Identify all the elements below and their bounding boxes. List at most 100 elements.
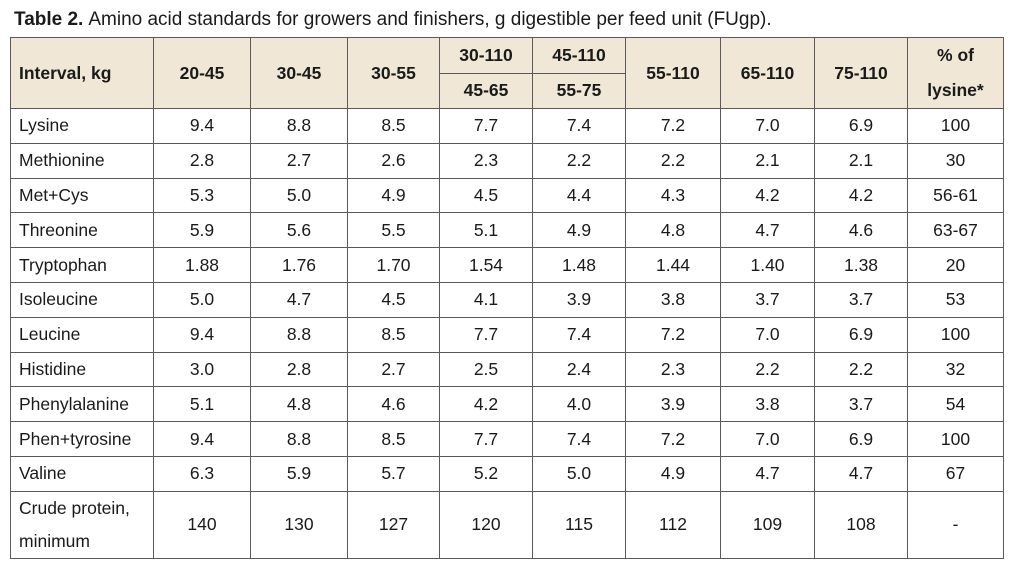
table-cell: 8.8 — [250, 316, 348, 353]
table-cell: 3.8 — [720, 386, 815, 423]
row-label: Histidine — [10, 351, 154, 388]
table-cell: 9.4 — [153, 316, 251, 353]
table-cell: 1.38 — [814, 247, 908, 283]
table-cell: 1.70 — [347, 247, 440, 283]
table-cell: 4.3 — [625, 177, 721, 214]
row-label: Phenylalanine — [10, 386, 154, 423]
table-cell: 4.8 — [625, 212, 721, 249]
table-row: Valine 6.3 5.9 5.7 5.2 5.0 4.9 4.7 4.7 6… — [10, 455, 1004, 492]
table-cell: 3.7 — [720, 281, 815, 318]
table-cell: 9.4 — [153, 108, 251, 144]
table-cell: 1.76 — [250, 247, 348, 283]
row-label: Leucine — [10, 316, 154, 353]
table-cell: 7.0 — [720, 316, 815, 353]
table-cell: 1.44 — [625, 247, 721, 283]
table-cell: 4.0 — [532, 386, 626, 423]
table-cell: 4.6 — [347, 386, 440, 423]
table-cell: 67 — [907, 455, 1004, 492]
table-cell: 2.7 — [347, 351, 440, 388]
table-cell: 100 — [907, 108, 1004, 144]
header-col-top: 45-110 — [532, 37, 626, 74]
table-cell: 7.0 — [720, 421, 815, 457]
table-cell: 5.3 — [153, 177, 251, 214]
table-cell: 6.9 — [814, 108, 908, 144]
table-cell: 8.8 — [250, 421, 348, 457]
table-cell: 115 — [532, 490, 626, 559]
header-col-bottom: 55-75 — [532, 72, 626, 109]
table-row: Histidine 3.0 2.8 2.7 2.5 2.4 2.3 2.2 2.… — [10, 351, 1004, 388]
table-cell: 7.4 — [532, 108, 626, 144]
table-cell: 5.0 — [250, 177, 348, 214]
header-pct-lysine: % of lysine* — [907, 37, 1004, 109]
table-cell: 56-61 — [907, 177, 1004, 214]
table-cell: 130 — [250, 490, 348, 559]
table-cell: 5.5 — [347, 212, 440, 249]
table-cell: 7.2 — [625, 108, 721, 144]
table-caption: Table 2. Amino acid standards for growers… — [14, 8, 772, 32]
table-cell: 2.1 — [720, 142, 815, 179]
table-cell: 1.40 — [720, 247, 815, 283]
table-cell: 2.7 — [250, 142, 348, 179]
table-cell: 5.0 — [153, 281, 251, 318]
table-cell: 120 — [439, 490, 533, 559]
table-cell: 5.1 — [439, 212, 533, 249]
table-cell: 6.9 — [814, 421, 908, 457]
table-cell: 2.3 — [625, 351, 721, 388]
table-cell: 2.1 — [814, 142, 908, 179]
header-col: 30-45 — [250, 37, 348, 109]
table-cell: 5.0 — [532, 455, 626, 492]
table-cell: 6.3 — [153, 455, 251, 492]
table-cell: 112 — [625, 490, 721, 559]
table-row: Tryptophan 1.88 1.76 1.70 1.54 1.48 1.44… — [10, 247, 1004, 283]
table-cell: 2.2 — [532, 142, 626, 179]
table-cell: 7.0 — [720, 108, 815, 144]
table-cell: 109 — [720, 490, 815, 559]
table-cell: 8.5 — [347, 316, 440, 353]
table-cell: 4.9 — [347, 177, 440, 214]
table-cell: 4.9 — [532, 212, 626, 249]
table-cell: 4.5 — [439, 177, 533, 214]
header-interval: Interval, kg — [10, 37, 154, 109]
table-cell: 2.3 — [439, 142, 533, 179]
table-cell: 3.9 — [532, 281, 626, 318]
table-cell: 7.2 — [625, 316, 721, 353]
table-cell: 9.4 — [153, 421, 251, 457]
table-cell: 2.5 — [439, 351, 533, 388]
table-row: Threonine 5.9 5.6 5.5 5.1 4.9 4.8 4.7 4.… — [10, 212, 1004, 249]
table-cell: 7.4 — [532, 421, 626, 457]
table-cell: 127 — [347, 490, 440, 559]
table-cell: 4.7 — [720, 455, 815, 492]
table-cell: 1.88 — [153, 247, 251, 283]
table-body: Lysine 9.4 8.8 8.5 7.7 7.4 7.2 7.0 6.9 1… — [10, 108, 1004, 559]
table-row: Lysine 9.4 8.8 8.5 7.7 7.4 7.2 7.0 6.9 1… — [10, 108, 1004, 144]
table-row: Crude protein, minimum 140 130 127 120 1… — [10, 490, 1004, 559]
header-col: 75-110 — [814, 37, 908, 109]
table-cell: 4.8 — [250, 386, 348, 423]
row-label: Isoleucine — [10, 281, 154, 318]
table-cell: 100 — [907, 421, 1004, 457]
table-cell: 4.2 — [720, 177, 815, 214]
table-cell: 7.7 — [439, 421, 533, 457]
table-cell: 6.9 — [814, 316, 908, 353]
row-label: Tryptophan — [10, 247, 154, 283]
table-cell: 20 — [907, 247, 1004, 283]
table-cell: 8.5 — [347, 108, 440, 144]
table-cell: 2.2 — [625, 142, 721, 179]
row-label: Met+Cys — [10, 177, 154, 214]
table-cell: 4.4 — [532, 177, 626, 214]
table-cell: 4.5 — [347, 281, 440, 318]
table-cell: 8.8 — [250, 108, 348, 144]
table-cell: 1.54 — [439, 247, 533, 283]
table-cell: 3.7 — [814, 281, 908, 318]
table-cell: 2.4 — [532, 351, 626, 388]
table-cell: 5.2 — [439, 455, 533, 492]
table-cell: 2.8 — [153, 142, 251, 179]
header-col-bottom: 45-65 — [439, 72, 533, 109]
header-col: 55-110 — [625, 37, 721, 109]
caption-text: Amino acid standards for growers and fin… — [88, 9, 772, 30]
table-cell: 100 — [907, 316, 1004, 353]
table-cell: 3.8 — [625, 281, 721, 318]
table-row: Isoleucine 5.0 4.7 4.5 4.1 3.9 3.8 3.7 3… — [10, 281, 1004, 318]
row-label: Methionine — [10, 142, 154, 179]
table-row: Phenylalanine 5.1 4.8 4.6 4.2 4.0 3.9 3.… — [10, 386, 1004, 423]
